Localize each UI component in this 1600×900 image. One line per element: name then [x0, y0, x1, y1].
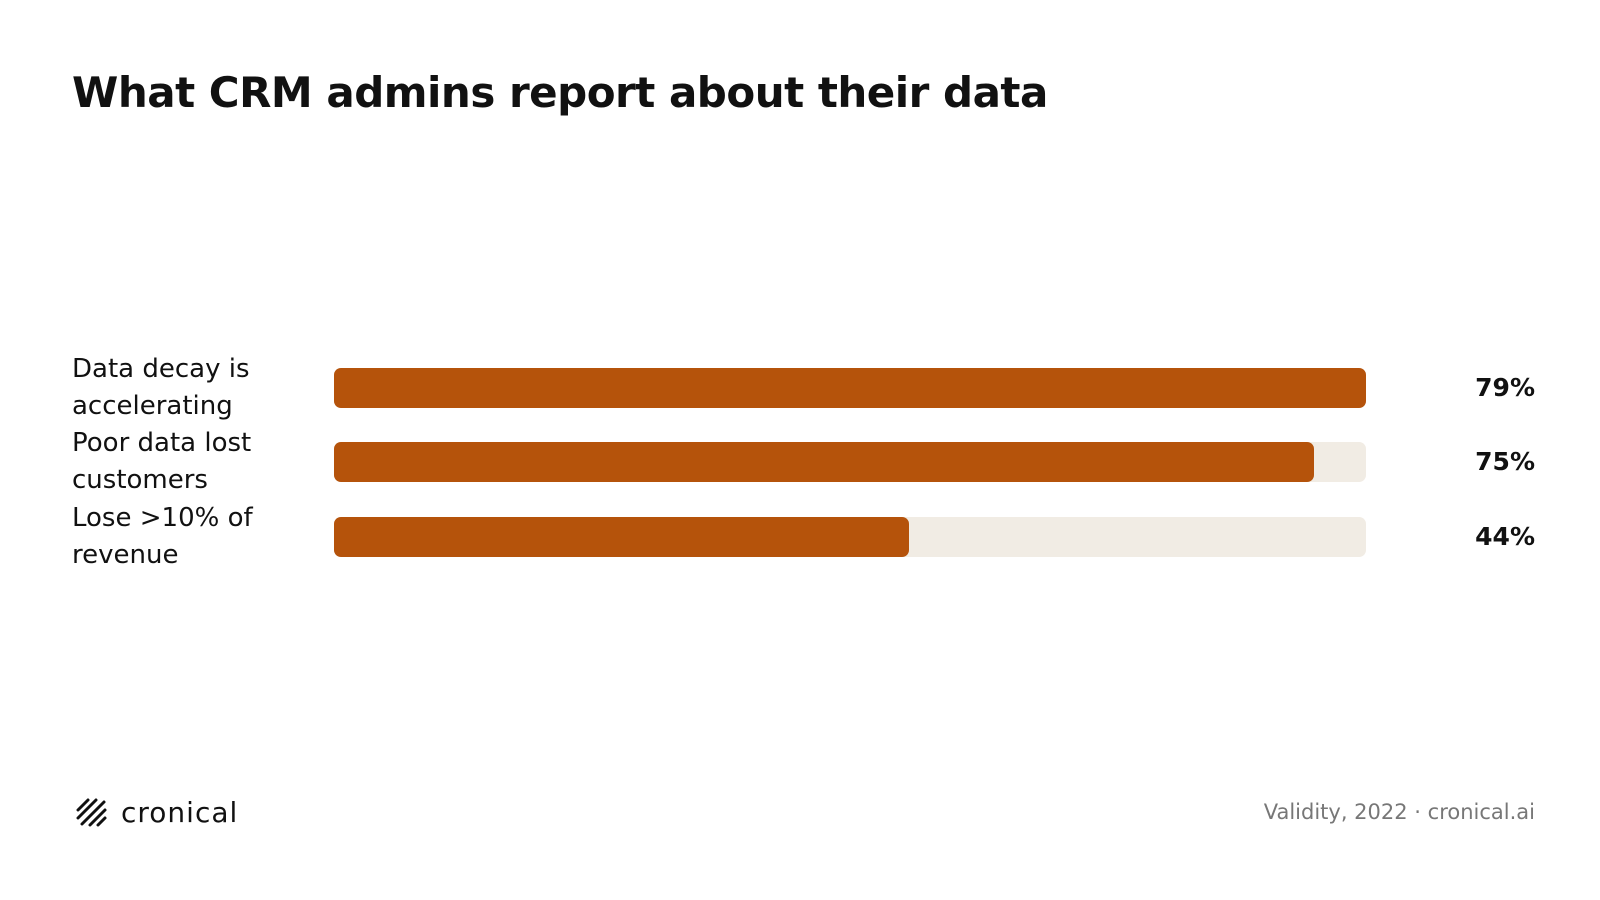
bar-track: [334, 517, 1366, 557]
bar-track: [334, 368, 1366, 408]
category-label: Data decay is accelerating: [72, 354, 250, 421]
value-label: 75%: [1475, 447, 1535, 476]
bar-track: [334, 442, 1366, 482]
bar: [334, 517, 909, 557]
chart-title: What CRM admins report about their data: [72, 68, 1048, 117]
value-label: 79%: [1475, 373, 1535, 402]
category-label: Poor data lost customers: [72, 428, 252, 495]
brand: cronical: [121, 796, 239, 829]
bar: [334, 368, 1366, 408]
category-label: Lose >10% of revenue: [72, 503, 253, 570]
bar: [334, 442, 1314, 482]
logo-icon: [76, 798, 107, 827]
value-label: 44%: [1475, 522, 1535, 551]
source: Validity, 2022 · cronical.ai: [1263, 800, 1535, 824]
